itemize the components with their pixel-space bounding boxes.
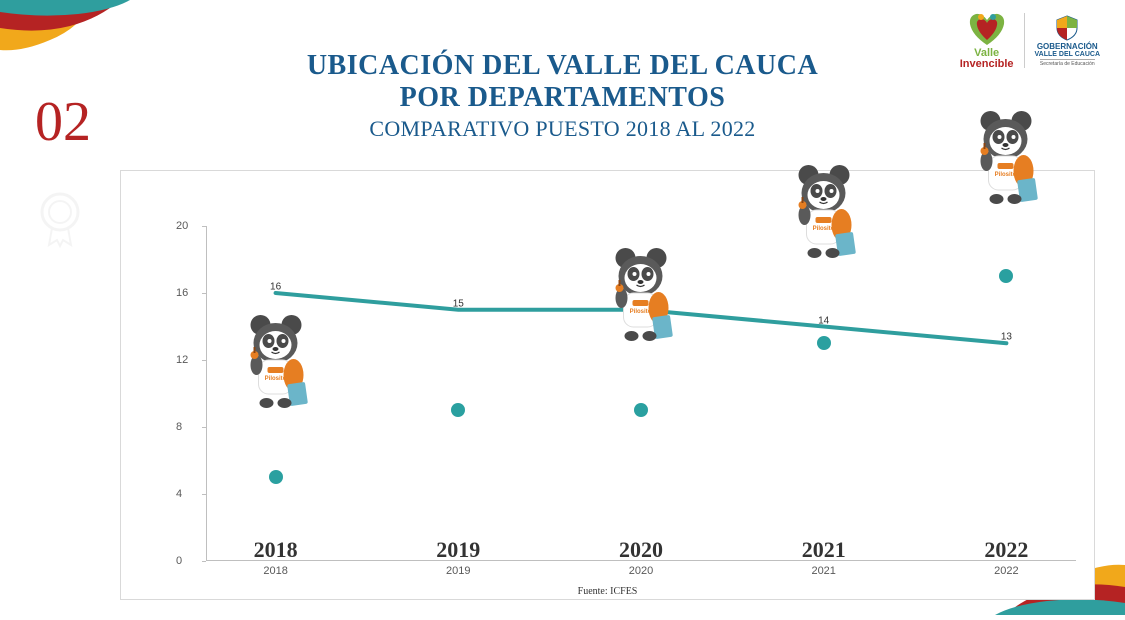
logo-gobernacion: GOBERNACIÓN VALLE DEL CAUCA Secretaría d… [1035, 14, 1100, 67]
slide-number: 02 [35, 90, 91, 154]
svg-text:Pilosito: Pilosito [812, 226, 834, 232]
y-tick-label: 12 [176, 354, 188, 366]
y-tick-label: 4 [176, 488, 182, 500]
y-tick-label: 16 [176, 287, 188, 299]
svg-text:Pilosito: Pilosito [995, 172, 1017, 178]
y-tick-label: 8 [176, 421, 182, 433]
valle-text-2: Invencible [960, 59, 1014, 70]
svg-text:Pilosito: Pilosito [630, 309, 652, 315]
x-big-year-label: 2019 [436, 537, 480, 563]
title-line-3: COMPARATIVO PUESTO 2018 AL 2022 [213, 116, 913, 142]
logo-divider [1024, 13, 1025, 68]
logo-valle-invencible: Valle Invencible [960, 10, 1014, 70]
gob-text-2: VALLE DEL CAUCA [1035, 51, 1100, 58]
line-data-label: 13 [1001, 332, 1012, 343]
svg-text:Pilosito: Pilosito [264, 376, 286, 382]
line-data-label: 15 [453, 298, 464, 309]
mascot-icon: Pilosito [969, 111, 1044, 206]
scatter-point [451, 403, 465, 417]
chart-plot-area: 048121620 20182019202020212022 161515141… [206, 226, 1076, 561]
valle-heart-icon [962, 10, 1012, 48]
mascot-icon: Pilosito [786, 165, 861, 260]
source-text: Fuente: ICFES [578, 586, 638, 597]
gob-text-1: GOBERNACIÓN [1037, 42, 1098, 51]
corner-accent-top-left [0, 0, 130, 70]
x-tick-label: 2018 [263, 565, 287, 577]
x-big-year-label: 2020 [619, 537, 663, 563]
scatter-point [634, 403, 648, 417]
y-tick-mark [202, 561, 206, 562]
x-tick-label: 2022 [994, 565, 1018, 577]
title-line-2: POR DEPARTAMENTOS [213, 82, 913, 114]
x-tick-label: 2019 [446, 565, 470, 577]
mascot-icon: Pilosito [604, 248, 679, 343]
scatter-point [269, 470, 283, 484]
chart-container: 048121620 20182019202020212022 161515141… [120, 170, 1095, 600]
mascot-icon: Pilosito [238, 315, 313, 410]
line-data-label: 14 [818, 315, 829, 326]
gobernacion-shield-icon [1053, 14, 1081, 42]
title-block: UBICACIÓN DEL VALLE DEL CAUCA POR DEPART… [213, 50, 913, 142]
x-big-year-label: 2022 [984, 537, 1028, 563]
badge-watermark-icon [35, 190, 85, 250]
y-tick-label: 20 [176, 220, 188, 232]
y-tick-label: 0 [176, 555, 182, 567]
x-tick-label: 2020 [629, 565, 653, 577]
scatter-point [817, 336, 831, 350]
x-big-year-label: 2021 [802, 537, 846, 563]
gob-text-3: Secretaría de Educación [1040, 59, 1095, 67]
x-tick-label: 2021 [811, 565, 835, 577]
logos-area: Valle Invencible GOBERNACIÓN VALLE DEL C… [960, 10, 1100, 70]
title-line-1: UBICACIÓN DEL VALLE DEL CAUCA [213, 50, 913, 82]
x-big-year-label: 2018 [254, 537, 298, 563]
scatter-point [999, 269, 1013, 283]
line-data-label: 16 [270, 282, 281, 293]
